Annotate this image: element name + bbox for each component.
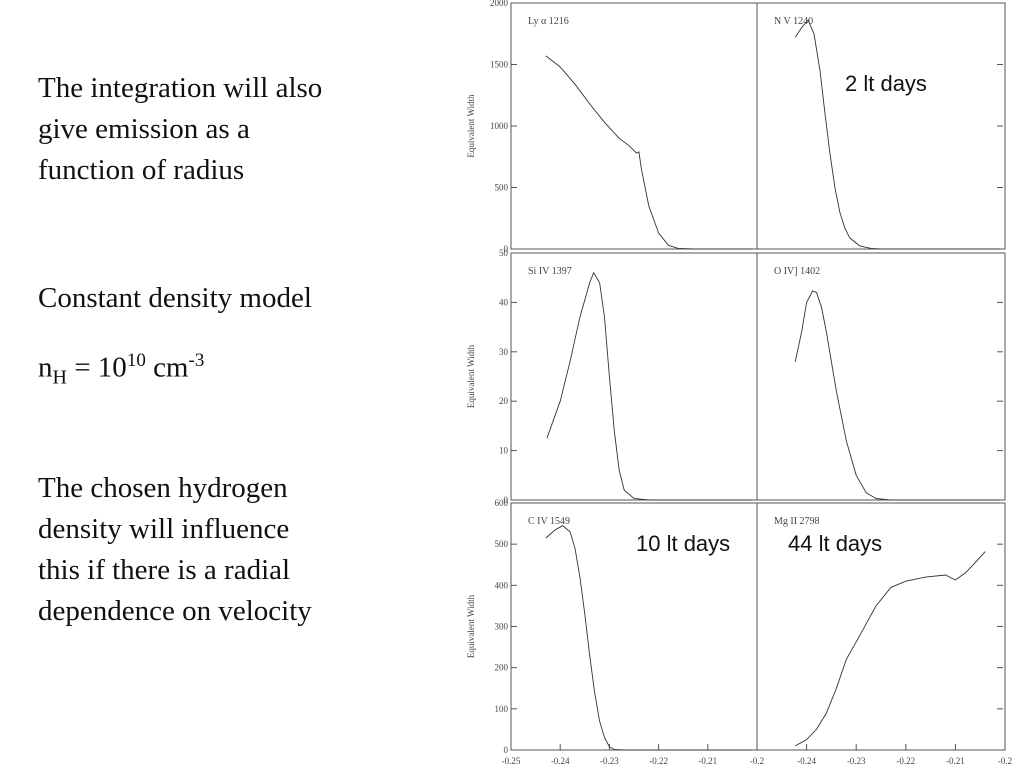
x-tick-label: -0.22 — [649, 756, 668, 766]
x-tick-label: -0.23 — [847, 756, 866, 766]
y-tick-label: 20 — [499, 396, 509, 406]
x-tick-label: -0.24 — [551, 756, 570, 766]
plot-frame — [756, 252, 1006, 501]
x-tick-label: -0.24 — [797, 756, 816, 766]
panel-title: Ly α 1216 — [528, 16, 569, 27]
text-line: density will influence — [38, 513, 290, 545]
text-line: this if there is a radial — [38, 554, 291, 586]
data-line — [794, 290, 1000, 501]
plot-frame — [510, 252, 758, 501]
panel-title: N V 1240 — [774, 16, 813, 27]
formula-sup: 10 — [126, 350, 146, 371]
paragraph: The integration will also give emission … — [38, 68, 322, 191]
y-tick-label: 400 — [495, 580, 509, 590]
text-line: give emission as a — [38, 113, 250, 145]
y-axis-label: Equivalent Width — [466, 94, 476, 158]
y-tick-label: 500 — [495, 183, 509, 193]
plot-frame — [756, 2, 1006, 250]
formula-part: n — [38, 351, 53, 384]
x-tick-label: -0.21 — [698, 756, 717, 766]
y-tick-label: 30 — [499, 347, 509, 357]
x-tick-label: -0.23 — [600, 756, 619, 766]
panel-title: C IV 1549 — [528, 516, 570, 527]
paragraph: The chosen hydrogen density will influen… — [38, 468, 312, 632]
text-line: Constant density model — [38, 282, 312, 314]
x-tick-label: -0.2 — [998, 756, 1012, 766]
data-line — [545, 525, 753, 751]
text-line: dependence on velocity — [38, 595, 312, 627]
x-tick-label: -0.22 — [896, 756, 915, 766]
formula-sup: -3 — [188, 350, 205, 371]
formula: nH = 1010 cm-3 — [38, 340, 204, 398]
x-tick-label: -0.2 — [750, 756, 764, 766]
y-tick-label: 300 — [495, 622, 509, 632]
y-tick-label: 100 — [495, 704, 509, 714]
y-tick-label: 200 — [495, 663, 509, 673]
data-line — [545, 55, 753, 250]
data-line — [546, 271, 753, 501]
text-line: The chosen hydrogen — [38, 472, 288, 504]
y-axis-label: Equivalent Width — [466, 344, 476, 408]
y-tick-label: 1000 — [490, 121, 509, 131]
y-axis-label: Equivalent Width — [466, 594, 476, 658]
y-tick-label: 500 — [495, 539, 509, 549]
y-tick-label: 50 — [499, 248, 509, 258]
x-tick-label: -0.25 — [502, 756, 521, 766]
formula-part: cm — [145, 351, 189, 384]
text-line: function of radius — [38, 154, 245, 186]
y-tick-label: 0 — [504, 244, 509, 254]
text-line: The integration will also — [38, 72, 323, 104]
panel-title: Si IV 1397 — [528, 266, 572, 277]
annotation: 44 lt days — [788, 531, 882, 556]
text-line: nH = 1010 cm-3 — [38, 340, 204, 398]
paragraph: Constant density model — [38, 278, 312, 319]
data-line — [794, 19, 1000, 250]
y-tick-label: 2000 — [490, 0, 509, 8]
x-tick-label: -0.21 — [946, 756, 965, 766]
annotation: 2 lt days — [845, 71, 927, 96]
formula-part: = 10 — [66, 351, 127, 384]
y-tick-label: 600 — [495, 498, 509, 508]
y-tick-label: 10 — [499, 446, 509, 456]
data-line — [794, 551, 986, 747]
y-tick-label: 0 — [504, 495, 509, 505]
plot-frame — [510, 2, 758, 250]
y-tick-label: 40 — [499, 297, 509, 307]
y-tick-label: 0 — [504, 745, 509, 755]
formula-sub: H — [52, 366, 67, 389]
plot-frame — [756, 502, 1006, 751]
y-tick-label: 1500 — [490, 60, 509, 70]
panel-title: Mg II 2798 — [774, 516, 820, 527]
panel-title: O IV] 1402 — [774, 266, 820, 277]
annotation: 10 lt days — [636, 531, 730, 556]
